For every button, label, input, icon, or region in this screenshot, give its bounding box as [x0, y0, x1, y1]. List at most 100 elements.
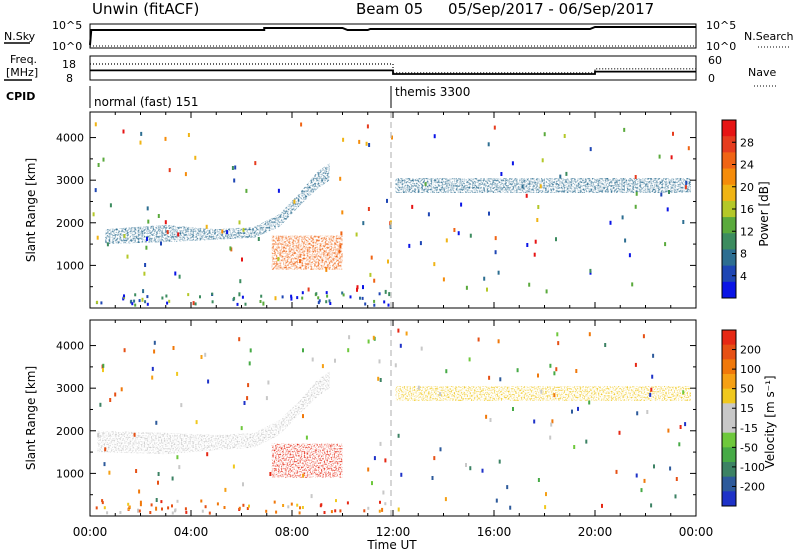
echo-point: [130, 299, 133, 303]
echo-point: [400, 472, 403, 477]
echo-point: [320, 503, 323, 507]
velocity-panel: 1000 2000 3000 4000 Slant Range [km]: [24, 319, 697, 517]
echo-point: [310, 494, 313, 499]
echo-point: [653, 464, 655, 469]
echo-point: [417, 385, 420, 390]
echo-point: [146, 302, 149, 306]
echo-point: [340, 231, 343, 236]
echo-point: [248, 504, 250, 508]
echo-point: [433, 456, 436, 461]
echo-point: [526, 243, 529, 247]
echo-point: [341, 291, 344, 295]
echo-point: [176, 371, 179, 376]
velocity-x-axis: [89, 320, 697, 516]
echo-point: [155, 420, 158, 425]
colorbar-tick-label: 50: [740, 383, 754, 396]
colorbar-swatch: [722, 217, 736, 234]
velocity-colorbar: 200 100 50 15 -15 -50 -100 -200: [721, 329, 765, 507]
echo-point: [273, 500, 276, 504]
echo-point: [355, 232, 358, 237]
echo-point: [290, 296, 293, 301]
time-tick-label: 08:00: [275, 525, 310, 539]
nsearch-tick-bottom: 10^0: [706, 40, 736, 53]
echo-point: [96, 300, 99, 304]
velocity-data-layer: [97, 371, 691, 478]
echo-point: [601, 503, 603, 508]
echo-point: [660, 192, 663, 197]
echo-point: [126, 254, 129, 259]
echo-point: [537, 478, 540, 482]
echo-point: [670, 155, 673, 160]
colorbar-swatch: [722, 359, 736, 375]
power-data-layer: [105, 163, 691, 270]
echo-point: [216, 502, 219, 506]
echo-point: [139, 503, 142, 507]
echo-point: [301, 296, 304, 300]
echo-region: [395, 178, 691, 193]
echo-point: [588, 400, 591, 405]
echo-point: [302, 348, 304, 353]
echo-point: [233, 178, 236, 183]
echo-point: [506, 485, 509, 490]
echo-point: [195, 420, 198, 425]
echo-point: [103, 462, 106, 467]
colorbar-swatch: [722, 462, 736, 478]
echo-point: [178, 274, 181, 279]
echo-point: [498, 459, 501, 464]
freq-tick-top: 18: [62, 58, 76, 71]
echo-point: [246, 507, 249, 510]
echo-point: [128, 505, 131, 509]
colorbar-tick-label: 4: [740, 270, 747, 283]
echo-point: [497, 339, 500, 344]
echo-point: [265, 396, 268, 401]
echo-point: [445, 238, 448, 243]
echo-point: [99, 402, 102, 407]
echo-point: [242, 227, 245, 232]
time-tick-label: 16:00: [477, 525, 512, 539]
echo-point: [208, 511, 211, 515]
echo-point: [550, 422, 553, 427]
echo-point: [326, 294, 329, 298]
echo-point: [146, 206, 149, 211]
colorbar-tick-label: 12: [740, 225, 754, 238]
echo-point: [123, 294, 125, 298]
echo-point: [577, 406, 579, 411]
echo-point: [540, 389, 543, 394]
echo-point: [300, 122, 303, 127]
colorbar-tick-label: 15: [740, 402, 754, 415]
echo-point: [539, 184, 542, 189]
echo-point: [356, 285, 359, 290]
power-ylabel: Slant Range [km]: [24, 158, 38, 262]
echo-point: [267, 380, 270, 385]
echo-point: [305, 435, 308, 440]
echo-point: [486, 287, 488, 292]
echo-point: [682, 390, 685, 395]
echo-point: [275, 510, 278, 514]
echo-point: [103, 506, 106, 510]
echo-point: [408, 243, 411, 248]
echo-point: [299, 506, 301, 510]
echo-point: [221, 229, 224, 234]
echo-point: [685, 180, 688, 185]
echo-point: [672, 131, 674, 136]
echo-point: [488, 211, 490, 216]
echo-point: [134, 303, 137, 307]
echo-point: [397, 507, 400, 512]
echo-point: [634, 175, 637, 179]
echo-point: [433, 134, 436, 139]
echo-point: [553, 371, 556, 376]
echo-point: [167, 506, 170, 510]
echo-point: [427, 212, 430, 217]
echo-point: [301, 506, 304, 509]
colorbar-swatch: [722, 447, 736, 463]
echo-point: [541, 158, 544, 163]
echo-point: [549, 435, 552, 440]
echo-point: [618, 430, 621, 435]
colorbar-swatch: [722, 168, 736, 186]
echo-point: [161, 507, 163, 511]
velocity-colorbar-label: Velocity [m s⁻¹]: [763, 375, 777, 468]
echo-point: [652, 353, 655, 358]
echo-point: [238, 220, 241, 225]
echo-point: [277, 188, 280, 193]
echo-point: [97, 163, 100, 167]
